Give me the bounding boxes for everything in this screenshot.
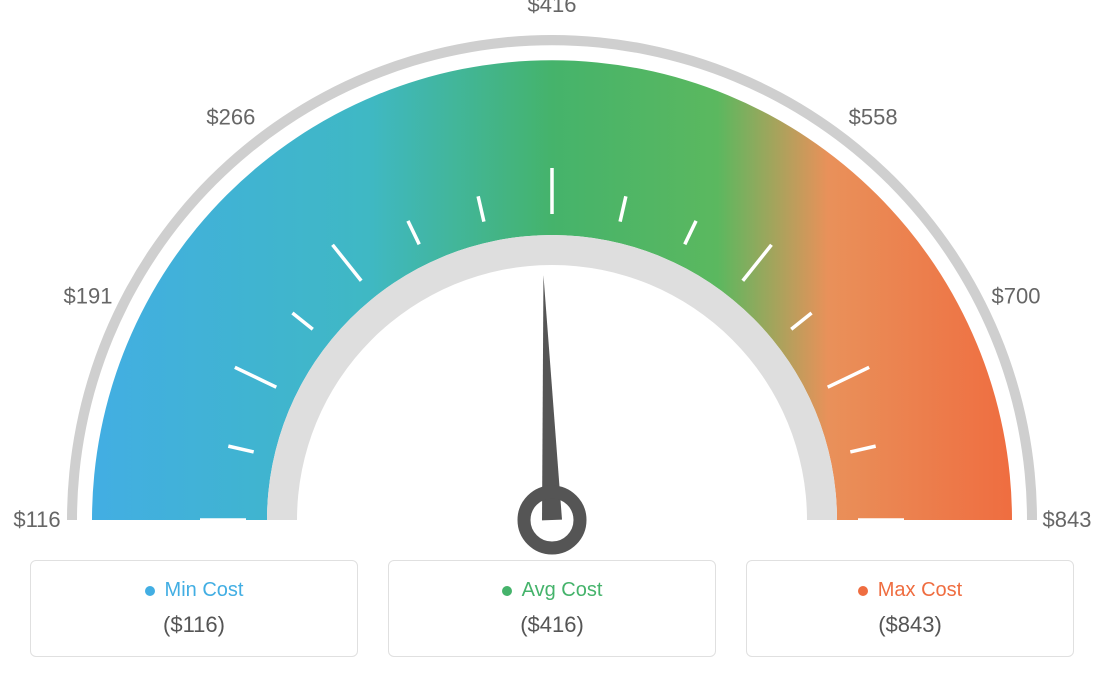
min-cost-value: ($116) <box>41 612 347 638</box>
svg-text:$116: $116 <box>13 507 60 532</box>
svg-text:$843: $843 <box>1043 507 1092 532</box>
avg-dot-icon <box>502 586 512 596</box>
min-dot-icon <box>145 586 155 596</box>
avg-cost-title: Avg Cost <box>502 579 603 602</box>
avg-cost-label: Avg Cost <box>522 579 603 602</box>
svg-text:$191: $191 <box>64 284 113 309</box>
min-cost-card: Min Cost ($116) <box>30 560 358 657</box>
avg-cost-value: ($416) <box>399 612 705 638</box>
avg-cost-card: Avg Cost ($416) <box>388 560 716 657</box>
svg-text:$266: $266 <box>206 104 255 129</box>
min-cost-title: Min Cost <box>145 579 244 602</box>
svg-text:$558: $558 <box>849 104 898 129</box>
min-cost-label: Min Cost <box>165 579 244 602</box>
max-dot-icon <box>858 586 868 596</box>
svg-text:$416: $416 <box>528 0 577 17</box>
legend-row: Min Cost ($116) Avg Cost ($416) Max Cost… <box>0 560 1104 657</box>
max-cost-title: Max Cost <box>858 579 962 602</box>
max-cost-card: Max Cost ($843) <box>746 560 1074 657</box>
max-cost-value: ($843) <box>757 612 1063 638</box>
cost-gauge: $116 $191 $266 $416 $558 $700 $843 <box>0 0 1104 560</box>
max-cost-label: Max Cost <box>878 579 962 602</box>
svg-text:$700: $700 <box>992 284 1041 309</box>
gauge-svg: $116 $191 $266 $416 $558 $700 $843 <box>0 0 1104 560</box>
